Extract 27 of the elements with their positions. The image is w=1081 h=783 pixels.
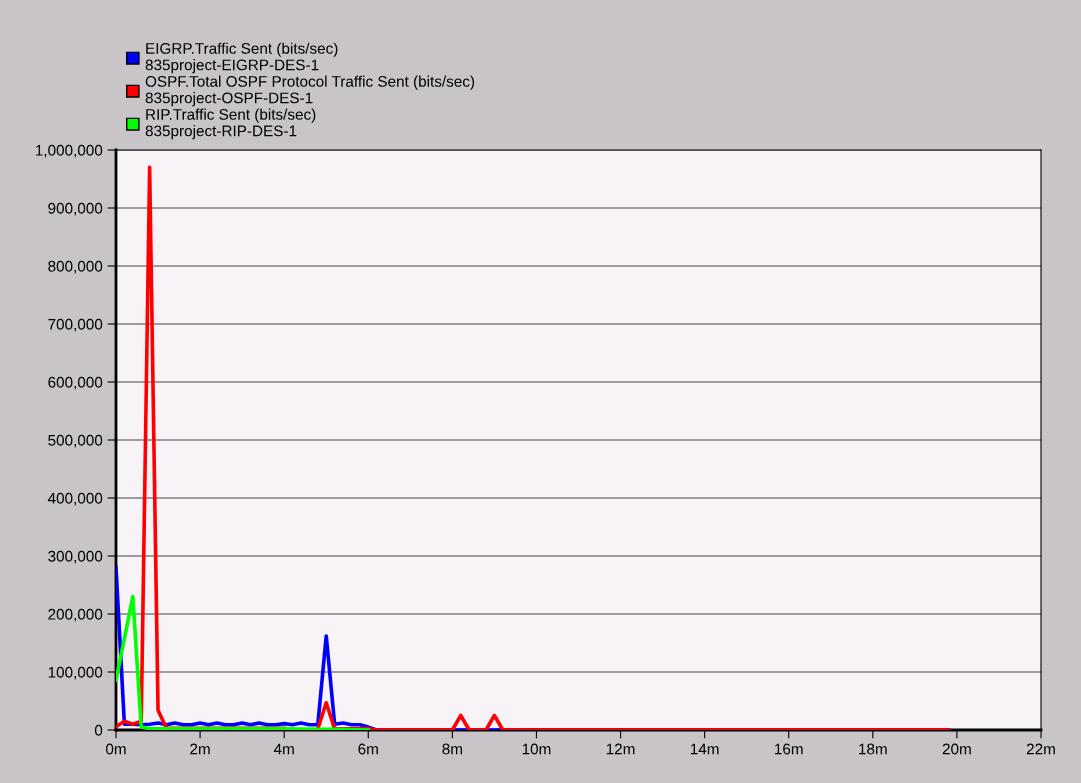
y-tick-label: 0 (94, 724, 103, 736)
y-tick-label: 800,000 (48, 260, 103, 274)
x-tick-label: 14m (690, 743, 719, 755)
x-tick-label: 2m (190, 743, 210, 755)
x-tick-label: 4m (273, 743, 294, 755)
legend-label: EIGRP.Traffic Sent (bits/sec) 835project-EIGRP-DES-1 (145, 42, 338, 74)
x-tick-label: 6m (358, 743, 378, 755)
x-tick-label: 16m (775, 743, 803, 755)
x-tick-label: 8m (442, 743, 462, 755)
x-tick-label: 22m (1026, 743, 1055, 755)
y-tick-label: 200,000 (48, 608, 103, 622)
x-tick-label: 12m (606, 743, 635, 755)
y-tick-label: 600,000 (48, 376, 103, 390)
x-tick-label: 20m (942, 743, 971, 755)
y-tick-label: 900,000 (48, 202, 103, 216)
y-tick-label: 100,000 (48, 666, 103, 680)
x-tick-label: 0m (105, 743, 126, 755)
line-series (116, 594, 371, 730)
y-tick-label: 1,000,000 (36, 144, 103, 158)
legend-label: RIP.Traffic Sent (bits/sec) 835project-RIP-DES-1 (145, 108, 316, 140)
legend-label: OSPF.Total OSPF Protocol Traffic Sent (bits/sec) 835project-OSPF-DES-1 (145, 75, 475, 107)
y-tick-label: 300,000 (48, 550, 103, 564)
y-tick-label: 400,000 (47, 492, 103, 506)
y-tick-label: 500,000 (48, 434, 103, 448)
x-tick-label: 18m (859, 743, 887, 755)
y-tick-label: 700,000 (48, 318, 103, 332)
x-tick-label: 10m (522, 743, 551, 755)
